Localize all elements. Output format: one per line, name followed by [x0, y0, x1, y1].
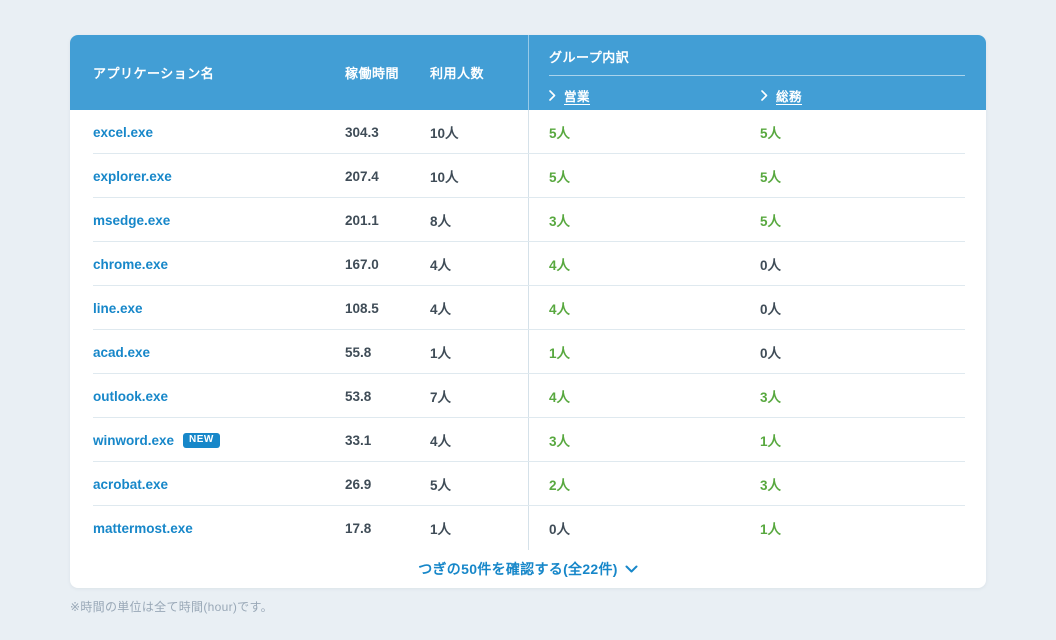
group-breakdown-header: グループ内訳 営業 総務	[528, 35, 986, 110]
group-link-sales-label: 営業	[564, 90, 591, 104]
group-breakdown-title: グループ内訳	[549, 50, 630, 65]
app-name-link[interactable]: chrome.exe	[93, 256, 169, 272]
sales-group-value: 0人	[549, 522, 571, 537]
hours-value: 55.8	[345, 344, 372, 360]
hours-value: 26.9	[345, 476, 372, 492]
users-value: 1人	[430, 346, 452, 361]
general-group-value: 5人	[760, 214, 782, 229]
column-header-users: 利用人数	[430, 66, 485, 81]
sales-group-value: 3人	[549, 434, 571, 449]
table-row: winword.exe NEW 33.1 4人 3人 1人	[70, 418, 986, 462]
sales-group-value: 4人	[549, 390, 571, 405]
new-badge: NEW	[183, 432, 220, 448]
group-link-sales[interactable]: 営業	[549, 86, 590, 105]
sales-group-value: 5人	[549, 126, 571, 141]
general-group-value: 1人	[760, 434, 782, 449]
app-name-link[interactable]: outlook.exe	[93, 388, 169, 404]
general-group-value: 3人	[760, 478, 782, 493]
table-row: msedge.exe 201.1 8人 3人 5人	[70, 198, 986, 242]
users-value: 4人	[430, 302, 452, 317]
hours-value: 304.3	[345, 124, 379, 140]
general-group-value: 1人	[760, 522, 782, 537]
sales-group-value: 4人	[549, 258, 571, 273]
users-value: 7人	[430, 390, 452, 405]
sales-group-value: 1人	[549, 346, 571, 361]
load-more-button[interactable]: つぎの50件を確認する(全22件)	[418, 559, 638, 579]
users-value: 8人	[430, 214, 452, 229]
users-value: 10人	[430, 170, 459, 185]
general-group-value: 0人	[760, 302, 782, 317]
table-row: chrome.exe 167.0 4人 4人 0人	[70, 242, 986, 286]
users-value: 1人	[430, 522, 452, 537]
chevron-right-icon	[549, 90, 556, 101]
table-row: mattermost.exe 17.8 1人 0人 1人	[70, 506, 986, 550]
general-group-value: 0人	[760, 346, 782, 361]
users-value: 4人	[430, 434, 452, 449]
group-link-general[interactable]: 総務	[761, 86, 802, 105]
table-row: acrobat.exe 26.9 5人 2人 3人	[70, 462, 986, 506]
general-group-value: 5人	[760, 170, 782, 185]
sales-group-value: 2人	[549, 478, 571, 493]
table-row: explorer.exe 207.4 10人 5人 5人	[70, 154, 986, 198]
group-header-divider	[549, 75, 965, 76]
app-usage-table: アプリケーション名 稼働時間 利用人数 グループ内訳 営業 総務	[70, 35, 986, 588]
app-name-link[interactable]: line.exe	[93, 300, 143, 316]
app-name-link[interactable]: excel.exe	[93, 124, 154, 140]
general-group-value: 0人	[760, 258, 782, 273]
hours-value: 53.8	[345, 388, 372, 404]
users-value: 10人	[430, 126, 459, 141]
hours-value: 167.0	[345, 256, 379, 272]
app-name-link[interactable]: msedge.exe	[93, 212, 171, 228]
hours-value: 17.8	[345, 520, 372, 536]
app-name-link[interactable]: acrobat.exe	[93, 476, 169, 492]
unit-note: ※時間の単位は全て時間(hour)です。	[70, 600, 273, 614]
table-header: アプリケーション名 稼働時間 利用人数 グループ内訳 営業 総務	[70, 35, 986, 110]
general-group-value: 3人	[760, 390, 782, 405]
column-header-hours: 稼働時間	[345, 66, 400, 81]
table-row: line.exe 108.5 4人 4人 0人	[70, 286, 986, 330]
hours-value: 201.1	[345, 212, 379, 228]
table-row: excel.exe 304.3 10人 5人 5人	[70, 110, 986, 154]
users-value: 5人	[430, 478, 452, 493]
app-name-link[interactable]: winword.exe	[93, 432, 175, 448]
chevron-right-icon	[761, 90, 768, 101]
users-value: 4人	[430, 258, 452, 273]
sales-group-value: 4人	[549, 302, 571, 317]
table-row: acad.exe 55.8 1人 1人 0人	[70, 330, 986, 374]
hours-value: 33.1	[345, 432, 372, 448]
column-header-app-name: アプリケーション名	[93, 66, 215, 81]
group-link-general-label: 総務	[776, 90, 803, 104]
chevron-down-icon	[625, 565, 638, 574]
table-body: excel.exe 304.3 10人 5人 5人 explorer.exe 2…	[70, 110, 986, 550]
sales-group-value: 3人	[549, 214, 571, 229]
hours-value: 108.5	[345, 300, 379, 316]
load-more-label: つぎの50件を確認する(全22件)	[418, 561, 618, 577]
general-group-value: 5人	[760, 126, 782, 141]
hours-value: 207.4	[345, 168, 379, 184]
table-row: outlook.exe 53.8 7人 4人 3人	[70, 374, 986, 418]
app-name-link[interactable]: acad.exe	[93, 344, 151, 360]
table-footer: つぎの50件を確認する(全22件)	[70, 550, 986, 588]
app-name-link[interactable]: mattermost.exe	[93, 520, 193, 536]
app-name-link[interactable]: explorer.exe	[93, 168, 172, 184]
sales-group-value: 5人	[549, 170, 571, 185]
